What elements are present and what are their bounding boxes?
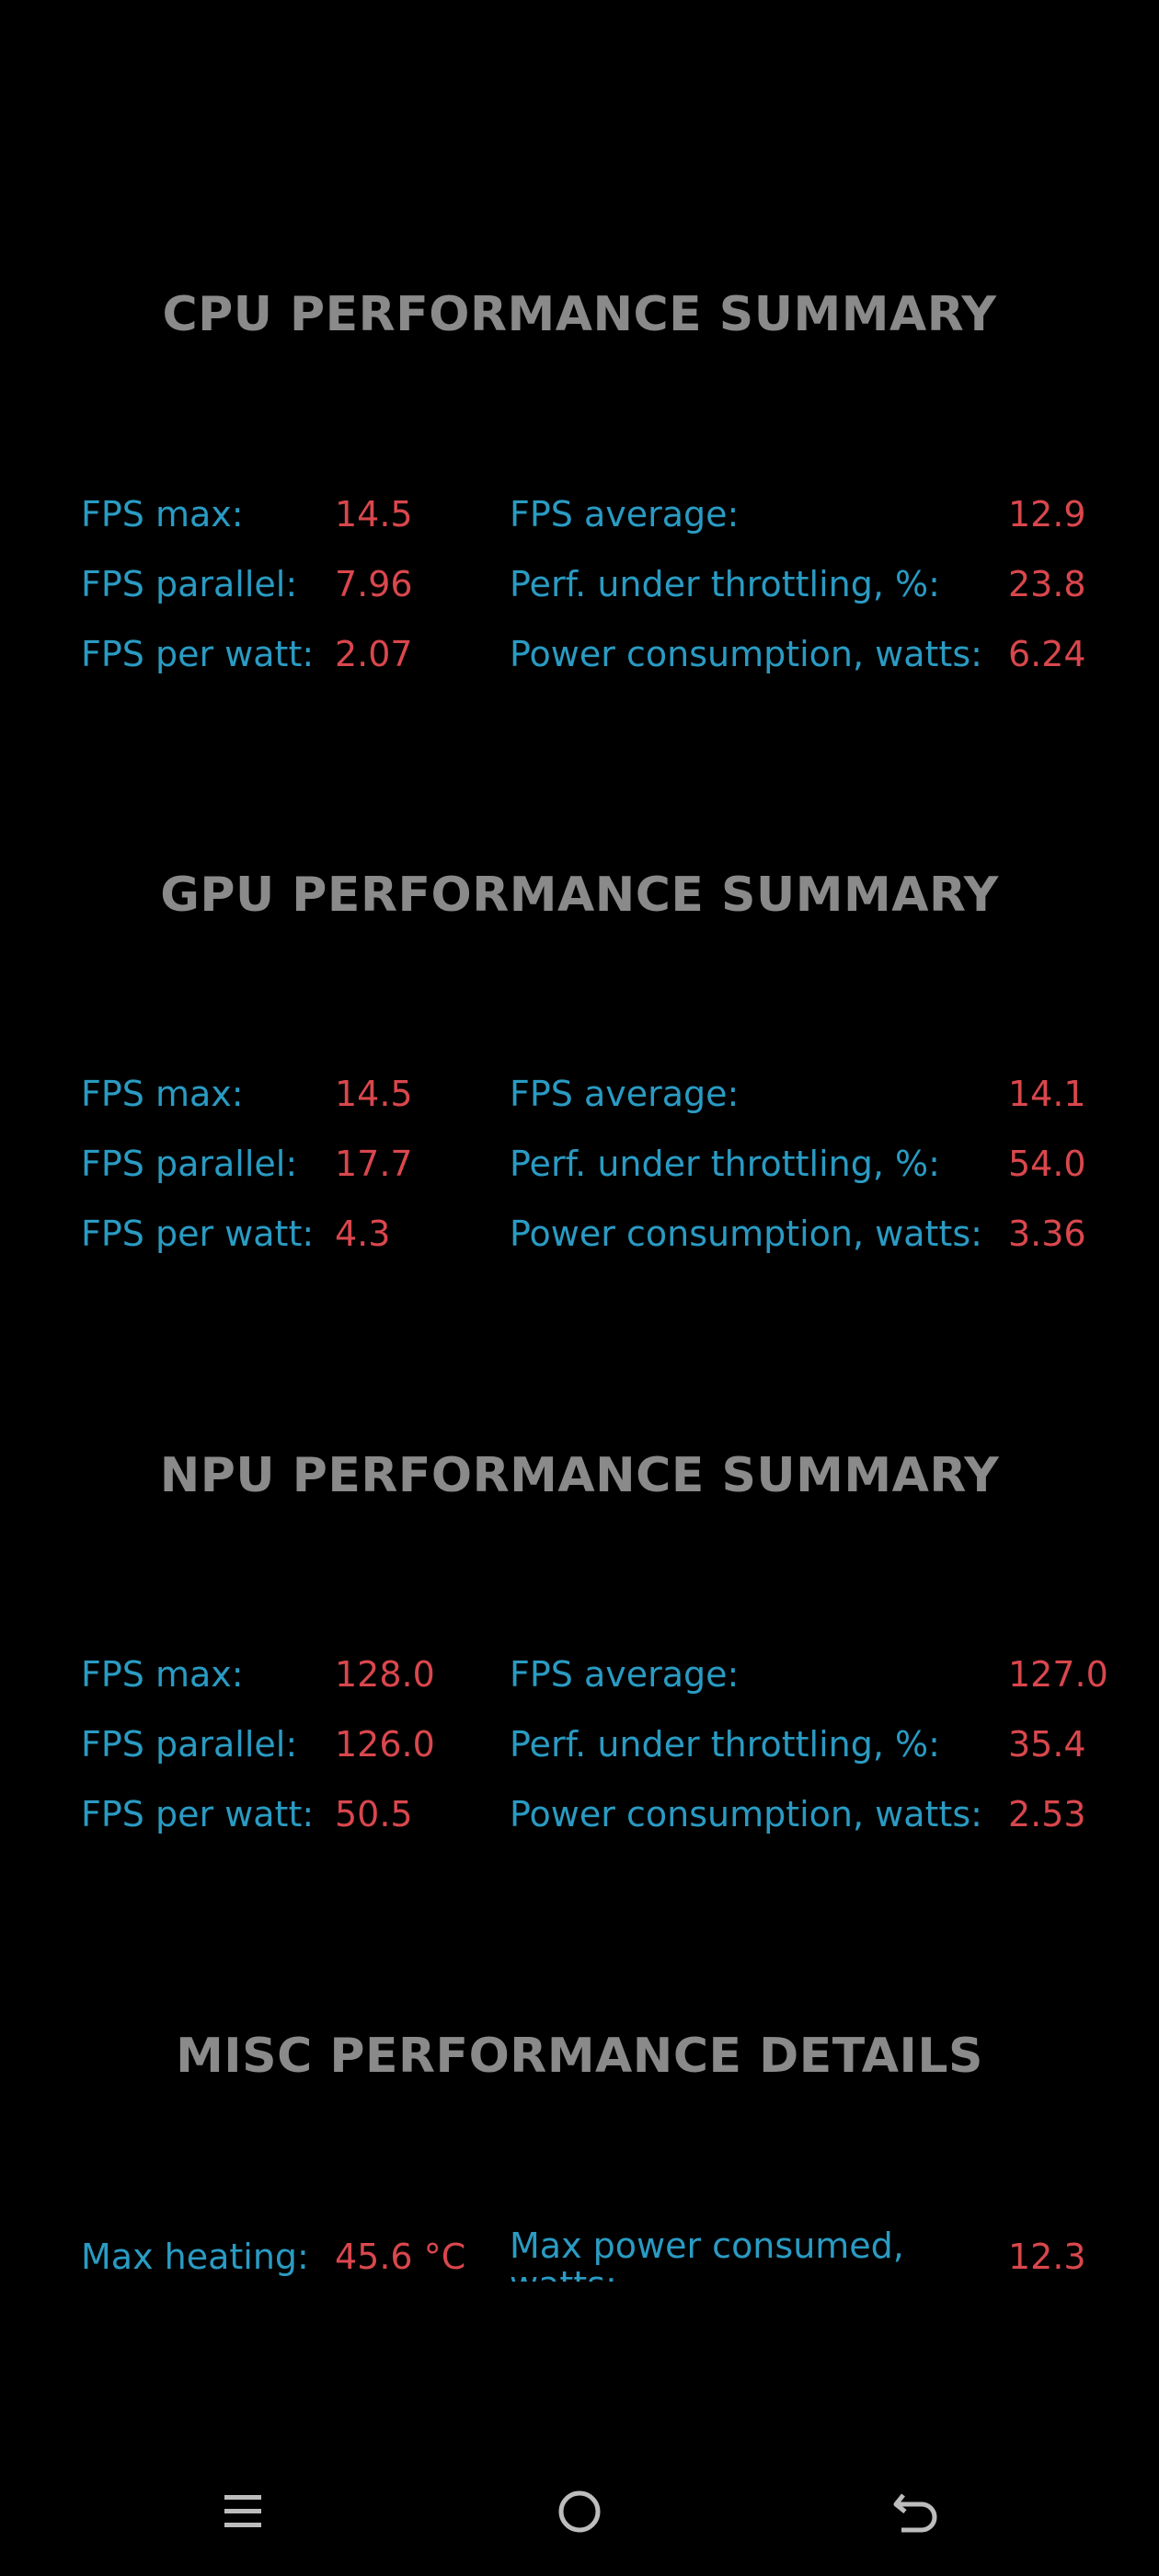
npu-fps-average-value: 127.0	[1008, 1654, 1108, 1695]
npu-throttling-value: 35.4	[1008, 1724, 1086, 1765]
system-navigation-bar	[0, 2447, 1159, 2576]
back-button[interactable]	[861, 2447, 971, 2576]
npu-fps-per-watt-value: 50.5	[335, 1794, 413, 1834]
gpu-fps-average-value: 14.1	[1008, 1074, 1086, 1114]
gpu-fps-max-value: 14.5	[335, 1074, 413, 1114]
gpu-fps-per-watt-label: FPS per watt:	[81, 1213, 315, 1254]
cpu-section-title: CPU PERFORMANCE SUMMARY	[162, 287, 997, 342]
npu-fps-max-label: FPS max:	[81, 1654, 244, 1695]
npu-power-value: 2.53	[1008, 1794, 1086, 1834]
npu-section-title: NPU PERFORMANCE SUMMARY	[159, 1448, 1000, 1503]
cpu-fps-max-label: FPS max:	[81, 494, 244, 535]
cpu-power-label: Power consumption, watts:	[510, 634, 982, 674]
cpu-throttling-value: 23.8	[1008, 564, 1086, 604]
gpu-section-title: GPU PERFORMANCE SUMMARY	[160, 868, 999, 923]
max-power-consumed-label: Max power consumed, watts:	[510, 2226, 904, 2282]
gpu-fps-parallel-value: 17.7	[335, 1144, 413, 1184]
npu-throttling-label: Perf. under throttling, %:	[510, 1724, 940, 1765]
home-icon	[558, 2490, 601, 2533]
home-button[interactable]	[524, 2447, 635, 2576]
cpu-fps-per-watt-label: FPS per watt:	[81, 634, 315, 674]
gpu-fps-max-label: FPS max:	[81, 1074, 244, 1114]
npu-fps-max-value: 128.0	[335, 1654, 435, 1695]
cpu-fps-parallel-value: 7.96	[335, 564, 413, 604]
gpu-power-value: 3.36	[1008, 1213, 1086, 1254]
npu-fps-average-label: FPS average:	[510, 1654, 740, 1695]
cpu-fps-per-watt-value: 2.07	[335, 634, 413, 674]
menu-button[interactable]	[188, 2447, 298, 2576]
cpu-fps-max-value: 14.5	[335, 494, 413, 535]
cpu-throttling-label: Perf. under throttling, %:	[510, 564, 940, 604]
gpu-power-label: Power consumption, watts:	[510, 1213, 982, 1254]
npu-fps-parallel-label: FPS parallel:	[81, 1724, 298, 1765]
cpu-fps-average-value: 12.9	[1008, 494, 1086, 535]
gpu-throttling-value: 54.0	[1008, 1144, 1086, 1184]
npu-power-label: Power consumption, watts:	[510, 1794, 982, 1834]
gpu-throttling-label: Perf. under throttling, %:	[510, 1144, 940, 1184]
gpu-fps-parallel-label: FPS parallel:	[81, 1144, 298, 1184]
cpu-fps-parallel-label: FPS parallel:	[81, 564, 298, 604]
gpu-fps-per-watt-value: 4.3	[335, 1213, 391, 1254]
npu-fps-parallel-value: 126.0	[335, 1724, 435, 1765]
max-heating-value: 45.6 °C	[335, 2237, 466, 2277]
menu-icon	[224, 2495, 261, 2527]
misc-section-title: MISC PERFORMANCE DETAILS	[176, 2029, 983, 2084]
cpu-power-value: 6.24	[1008, 634, 1086, 674]
npu-fps-per-watt-label: FPS per watt:	[81, 1794, 315, 1834]
max-power-consumed-value: 12.3	[1008, 2237, 1086, 2277]
back-icon	[893, 2493, 937, 2533]
gpu-fps-average-label: FPS average:	[510, 1074, 740, 1114]
max-heating-label: Max heating:	[81, 2237, 309, 2277]
cpu-fps-average-label: FPS average:	[510, 494, 740, 535]
